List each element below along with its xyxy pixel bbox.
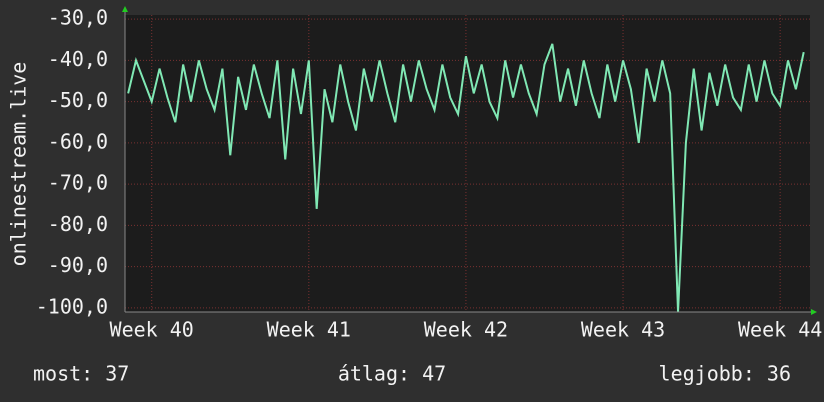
y-axis-arrow [122,6,128,12]
y-tick-label: -60,0 [48,129,108,153]
x-axis-arrow [811,309,817,315]
y-tick-label: -90,0 [48,253,108,277]
stat-best: legjobb: 36 [659,362,791,386]
y-tick-label: -100,0 [36,294,108,318]
x-tick-label: Week 40 [110,318,194,342]
x-tick-label: Week 43 [581,318,665,342]
y-tick-label: -70,0 [48,171,108,195]
stat-average: átlag: 47 [338,362,446,386]
x-tick-label: Week 42 [424,318,508,342]
y-tick-label: -40,0 [48,47,108,71]
x-tick-label: Week 44 [738,318,822,342]
y-tick-label: -30,0 [48,6,108,30]
y-tick-label: -50,0 [48,88,108,112]
series-line [127,43,805,313]
x-tick-label: Week 41 [267,318,351,342]
y-tick-label: -80,0 [48,212,108,236]
stat-current: most: 37 [33,362,129,386]
y-axis-label: onlinestream.live [7,62,31,267]
